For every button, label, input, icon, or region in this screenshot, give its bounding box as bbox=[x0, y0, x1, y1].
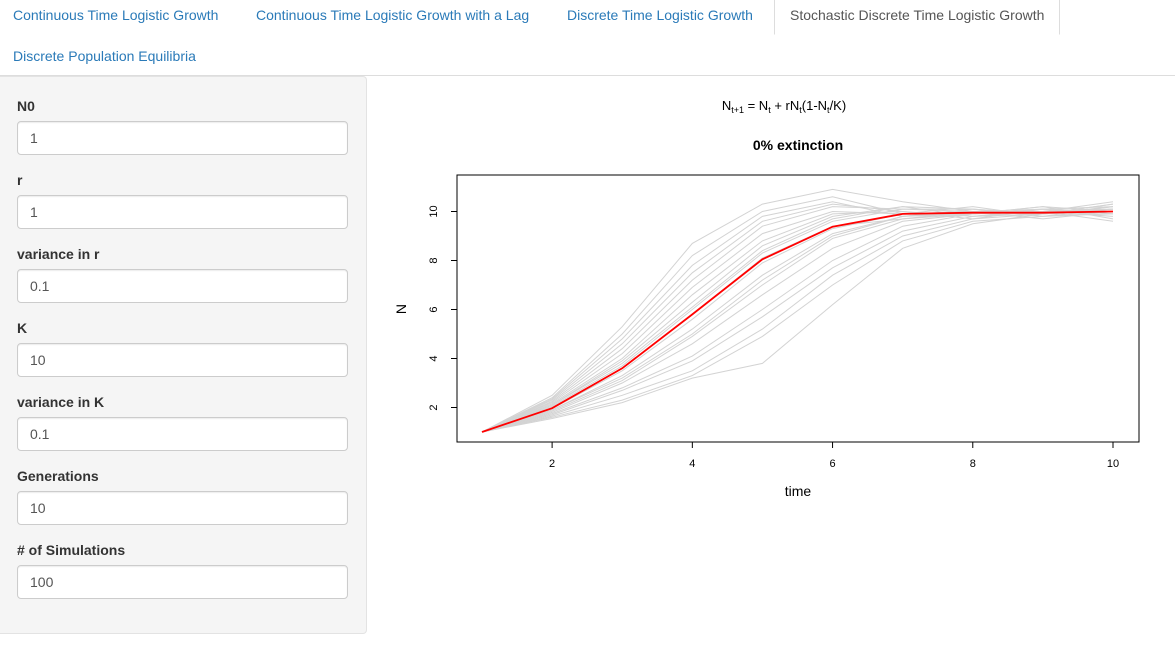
k-input[interactable] bbox=[17, 343, 348, 377]
y-tick-label-6: 6 bbox=[428, 306, 440, 312]
x-tick-label-6: 6 bbox=[829, 458, 835, 470]
simulation-lines bbox=[481, 188, 1114, 433]
simulation-line-4 bbox=[481, 206, 1114, 433]
x-tick-label-10: 10 bbox=[1107, 458, 1119, 470]
k-label: K bbox=[17, 320, 28, 336]
plot-title: 0% extinction bbox=[753, 137, 843, 153]
simulation-line-15 bbox=[481, 208, 1114, 433]
tab-stochastic-discrete-time-logistic-growth[interactable]: Stochastic Discrete Time Logistic Growth bbox=[774, 0, 1061, 35]
simulation-line-16 bbox=[481, 206, 1114, 433]
y-axis-label: N bbox=[393, 304, 409, 314]
variance-in-k-input[interactable] bbox=[17, 417, 348, 451]
x-axis-label: time bbox=[785, 483, 812, 499]
mean-series-line bbox=[481, 210, 1114, 433]
x-tick-label-8: 8 bbox=[970, 458, 976, 470]
simulations-label: # of Simulations bbox=[17, 542, 126, 558]
tab-bar: Continuous Time Logistic Growth Continuo… bbox=[0, 0, 1175, 76]
y-axis: 2 4 6 8 10 bbox=[428, 205, 457, 411]
n0-input[interactable] bbox=[17, 121, 348, 155]
x-tick-label-4: 4 bbox=[689, 458, 695, 470]
simulation-line-9 bbox=[481, 196, 1114, 433]
y-tick-label-8: 8 bbox=[428, 257, 440, 263]
variance-in-r-input[interactable] bbox=[17, 269, 348, 303]
plot-frame bbox=[456, 174, 1140, 443]
simulation-line-18 bbox=[481, 211, 1114, 433]
logistic-growth-chart: Nt+1 = Nt + rNt(1-Nt/K) 0% extinction 2 4… bbox=[393, 98, 1140, 499]
n0-label: N0 bbox=[17, 98, 35, 114]
variance-in-k-label: variance in K bbox=[17, 394, 105, 410]
r-input[interactable] bbox=[17, 195, 348, 229]
y-tick-label-2: 2 bbox=[428, 404, 440, 410]
mean-line-group bbox=[481, 210, 1114, 433]
x-tick-label-2: 2 bbox=[549, 458, 555, 470]
r-label: r bbox=[17, 172, 23, 188]
y-tick-label-4: 4 bbox=[428, 355, 440, 361]
x-axis: 2 4 6 8 10 bbox=[549, 442, 1119, 470]
simulation-line-21 bbox=[481, 203, 1114, 433]
simulation-line-8 bbox=[481, 203, 1114, 433]
generations-input[interactable] bbox=[17, 491, 348, 525]
equation-title: Nt+1 = Nt + rNt(1-Nt/K) bbox=[722, 98, 846, 115]
tab-continuous-time-logistic-growth[interactable]: Continuous Time Logistic Growth bbox=[13, 7, 219, 23]
y-tick-label-10: 10 bbox=[428, 205, 440, 217]
variance-in-r-label: variance in r bbox=[17, 246, 100, 262]
tab-continuous-time-logistic-growth-with-lag[interactable]: Continuous Time Logistic Growth with a L… bbox=[256, 7, 530, 23]
tab-divider bbox=[0, 75, 1175, 76]
tab-discrete-population-equilibria[interactable]: Discrete Population Equilibria bbox=[13, 48, 196, 64]
generations-label: Generations bbox=[17, 468, 99, 484]
tab-discrete-time-logistic-growth[interactable]: Discrete Time Logistic Growth bbox=[567, 7, 753, 23]
simulation-line-12 bbox=[481, 210, 1114, 433]
plot-area: Nt+1 = Nt + rNt(1-Nt/K) 0% extinction 2 4… bbox=[380, 78, 1170, 518]
simulations-input[interactable] bbox=[17, 565, 348, 599]
